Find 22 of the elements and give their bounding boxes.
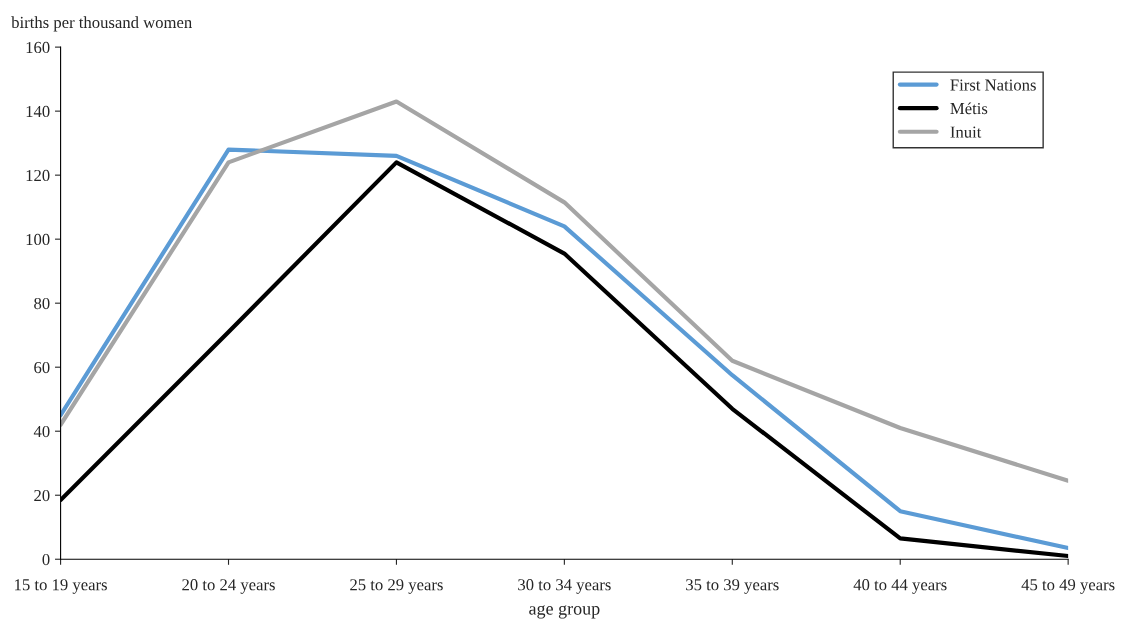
y-tick-label: 100 <box>26 233 50 246</box>
x-tick-label: 35 to 39 years <box>686 579 779 594</box>
x-tick-label: 25 to 29 years <box>350 579 443 594</box>
x-tick-label: 30 to 34 years <box>518 579 611 594</box>
y-tick-label: 20 <box>34 489 50 502</box>
y-tick-label: 160 <box>26 41 50 54</box>
x-tick-label: 45 to 49 years <box>1021 579 1115 594</box>
y-tick-label: 60 <box>34 361 50 374</box>
y-tick-label: 40 <box>33 425 50 438</box>
legend-label: First Nations <box>950 79 1036 91</box>
y-tick-label: 0 <box>42 553 50 566</box>
y-axis-title: births per thousand women <box>11 16 192 32</box>
x-axis-title: age group <box>529 605 600 619</box>
legend-label: Métis <box>950 102 988 115</box>
y-tick-label: 120 <box>26 169 50 182</box>
x-tick-label: 40 to 44 years <box>853 579 947 594</box>
line-series <box>60 99 1069 483</box>
x-tick-label: 15 to 19 years <box>15 579 107 594</box>
x-tick-label: 20 to 24 years <box>182 579 275 594</box>
y-tick-label: 140 <box>26 105 50 118</box>
legend-label: Inuit <box>950 126 982 138</box>
y-tick-label: 80 <box>34 297 50 310</box>
